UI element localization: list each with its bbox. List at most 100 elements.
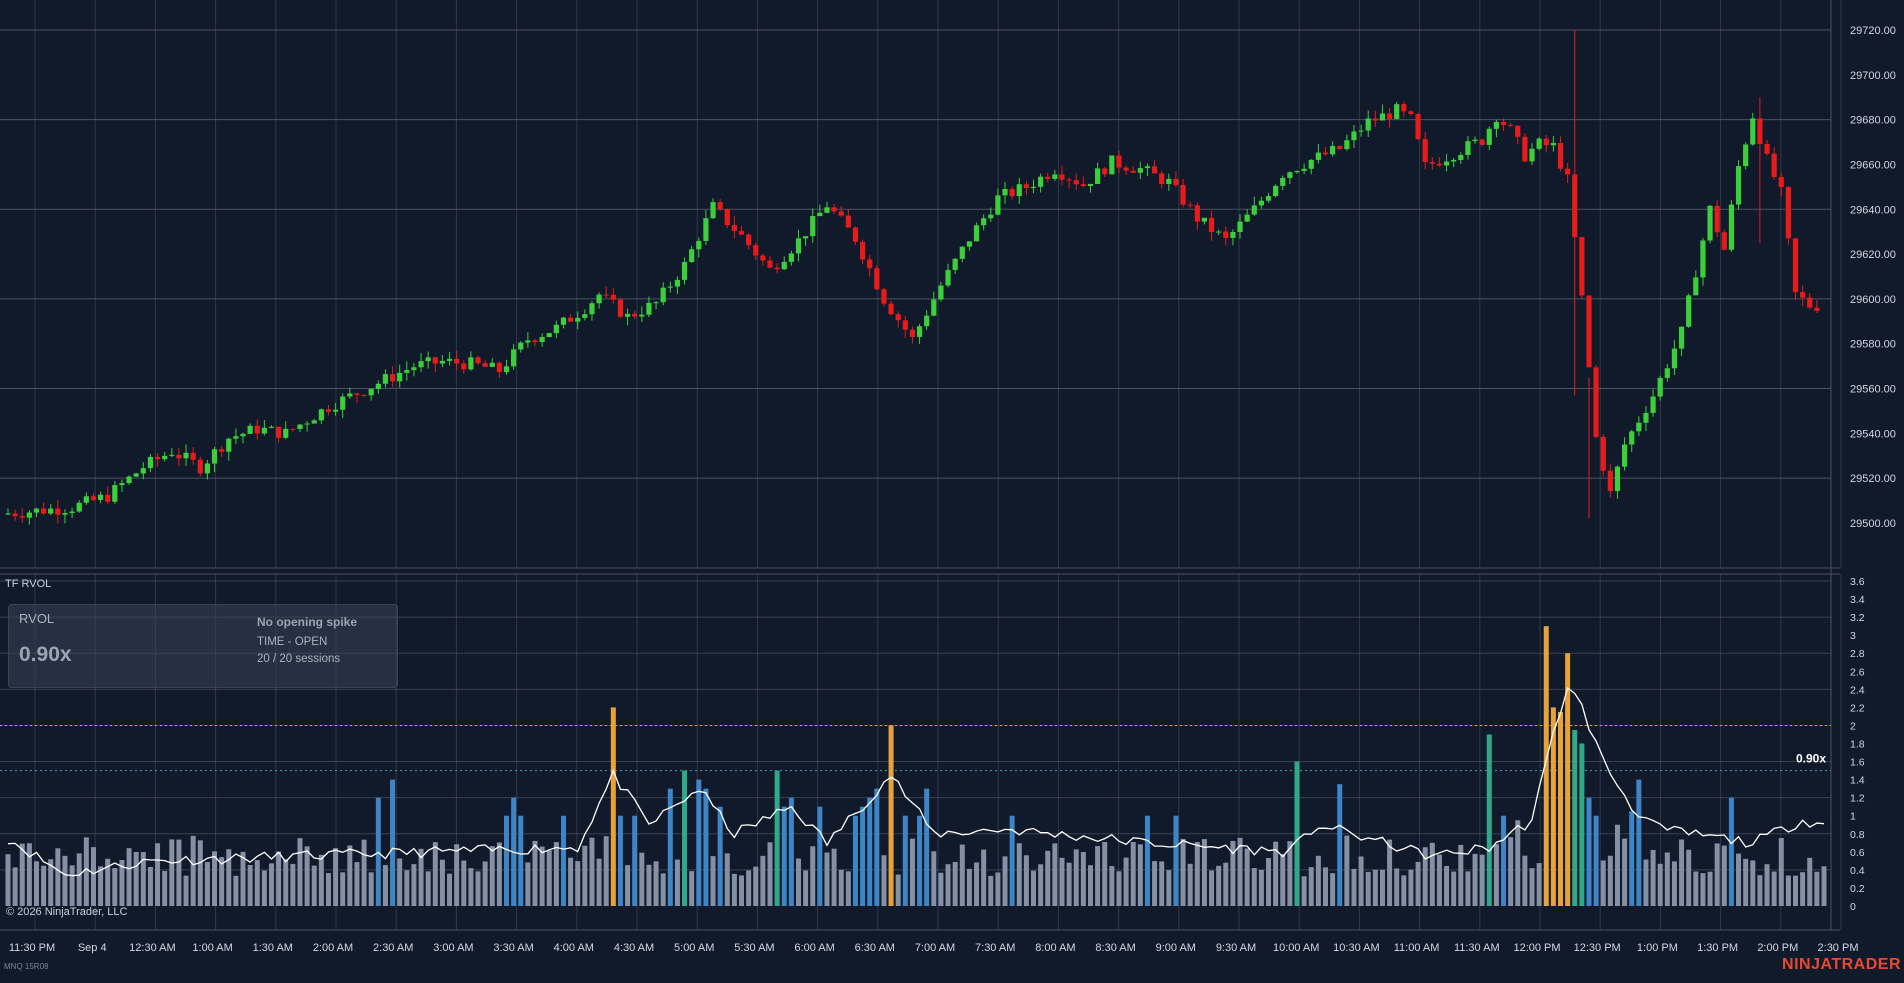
rvol-bar [895,874,901,906]
rvol-bar [1643,859,1649,906]
candle-up [1493,121,1500,129]
candle-up [981,218,987,226]
rvol-bar [1144,815,1150,906]
candle-down [1807,297,1813,308]
time-axis-label: 2:00 AM [313,942,353,954]
rvol-bar [603,836,609,906]
rvol-bar [261,870,267,906]
rvol-bar [340,872,346,906]
candle-down [90,496,97,500]
rvol-bar [696,779,702,906]
candle-up [311,420,317,424]
candle-up [1265,196,1272,201]
candle-down [1429,162,1435,164]
candle-up [226,438,232,452]
rvol-bar [1565,653,1571,906]
time-axis-label: 3:30 AM [493,942,533,954]
rvol-bar [404,870,410,906]
candle-up [368,388,374,396]
candle-down [55,508,61,515]
rvol-bar [1436,854,1442,906]
candle-up [1315,152,1321,160]
rvol-bar [126,848,132,906]
rvol-bar [1686,849,1692,906]
candle-up [162,455,168,460]
price-axis-label: 29660.00 [1850,159,1896,171]
candle-down [838,211,844,216]
candle-down [1800,292,1806,298]
candle-down [361,394,367,396]
candle-down [568,317,574,322]
candle-up [439,360,446,364]
candle-up [318,409,324,421]
rvol-bar [425,871,431,906]
rvol-bar [1365,871,1371,906]
rvol-bar [368,872,374,906]
candle-up [781,261,787,270]
candle-down [902,320,908,330]
candle-up [425,357,431,362]
rvol-bar [746,870,752,906]
candle-up [283,428,289,438]
rvol-bar [1408,869,1414,906]
candle-down [454,358,460,364]
time-axis-label: 1:30 AM [253,942,293,954]
candle-up [268,426,275,428]
candle-up [1016,184,1022,197]
candle-up [211,449,218,464]
rvol-axis-label: 1 [1850,811,1856,823]
price-axis-label: 29680.00 [1850,115,1896,127]
rvol-bar [1622,838,1628,906]
candle-down [1208,217,1215,232]
candle-up [1693,277,1699,296]
candle-up [681,262,688,280]
rvol-bar [318,854,324,906]
candle-up [1743,144,1749,167]
candle-up [1351,131,1357,141]
candle-up [204,463,211,474]
candle-up [140,468,146,474]
rvol-bar [795,858,801,906]
candle-down [1372,118,1378,121]
rvol-bar [731,873,737,906]
rvol-status-text: No opening spike [257,615,358,629]
candle-up [261,427,267,434]
rvol-bar [1728,797,1734,906]
rvol-bar [1679,839,1685,906]
rvol-axis-label: 2.6 [1850,666,1865,678]
candle-up [1358,130,1364,132]
candle-up [553,324,559,334]
candle-up [489,362,495,367]
rvol-bar [1180,838,1186,906]
rvol-bar [546,850,552,906]
rvol-bar [703,788,709,906]
price-axis-label: 29620.00 [1850,249,1896,261]
time-axis-label: 9:30 AM [1216,942,1256,954]
rvol-bar [1394,868,1400,906]
candle-down [190,452,196,460]
candle-down [1500,121,1507,125]
candle-down [325,409,332,412]
candle-up [575,317,581,322]
candle-up [539,336,545,343]
candle-down [1436,163,1443,166]
candle-up [824,207,830,213]
rvol-bar [1465,871,1471,906]
rvol-bar [1315,855,1321,906]
rvol-bar [461,860,467,906]
rvol-sessions-text: 20 / 20 sessions [257,653,341,665]
candle-up [1201,217,1208,222]
candle-down [1565,168,1571,175]
rvol-bar [1714,843,1720,906]
rvol-bar [660,873,666,906]
candle-up [1038,176,1044,187]
candle-down [874,268,880,290]
candle-up [1735,166,1742,205]
candle-up [1451,159,1457,162]
rvol-bar [311,865,317,906]
rvol-bar [909,838,915,906]
candle-up [689,249,695,263]
candle-up [589,303,595,315]
